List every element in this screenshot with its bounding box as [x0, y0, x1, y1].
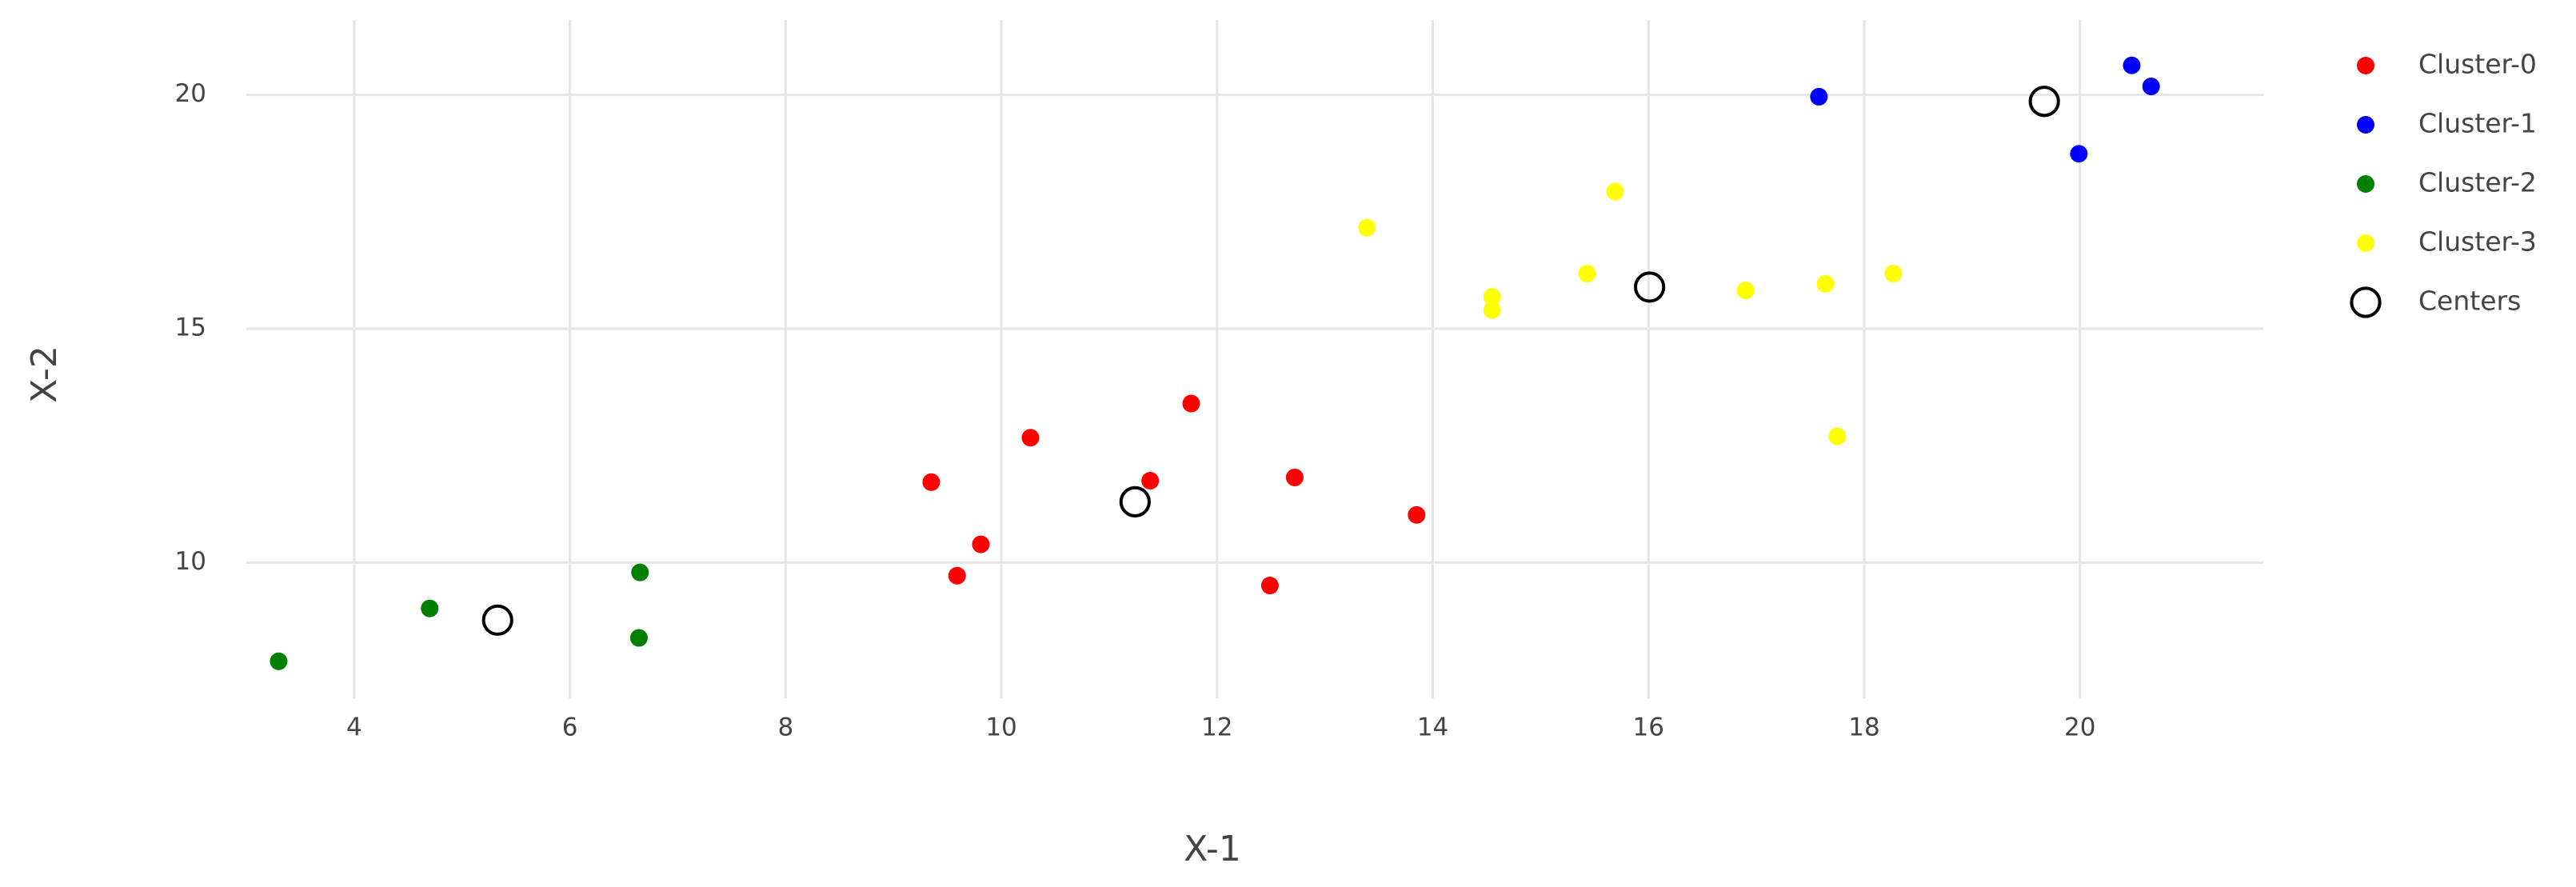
series — [1358, 182, 1903, 445]
point — [1260, 577, 1279, 595]
legend-marker — [2350, 286, 2382, 318]
center-marker — [1634, 271, 1666, 303]
point — [1483, 301, 1501, 319]
point — [1828, 427, 1847, 445]
legend-marker — [2357, 175, 2374, 193]
x-tick-label: 16 — [1633, 713, 1664, 742]
series — [270, 563, 649, 670]
grid — [246, 20, 2263, 698]
point — [2142, 78, 2160, 96]
legend-item: Cluster-2 — [2357, 167, 2537, 198]
point — [1578, 264, 1596, 282]
x-tick-label: 20 — [2064, 713, 2095, 742]
x-tick-label: 12 — [1201, 713, 1232, 742]
point — [1141, 472, 1160, 490]
point — [972, 535, 990, 553]
point — [1182, 394, 1200, 413]
point — [421, 599, 439, 617]
center-marker — [2028, 86, 2060, 118]
legend-label: Cluster-2 — [2418, 167, 2537, 198]
x-tick-label: 4 — [346, 713, 362, 742]
point — [270, 652, 288, 670]
y-axis-title: X-2 — [24, 346, 65, 403]
legend-marker — [2357, 234, 2374, 252]
point — [1285, 468, 1304, 486]
legend-item: Centers — [2350, 286, 2521, 318]
center-marker — [481, 604, 513, 636]
point — [1483, 288, 1501, 306]
legend-item: Cluster-3 — [2357, 226, 2537, 258]
point — [1816, 274, 1835, 293]
x-tick-label: 10 — [985, 713, 1016, 742]
series — [922, 394, 1426, 595]
series — [481, 86, 2060, 636]
legend-label: Centers — [2418, 286, 2521, 317]
x-tick-label: 6 — [562, 713, 578, 742]
y-tick-label: 10 — [175, 547, 206, 576]
x-axis-title: X-1 — [1184, 829, 1241, 869]
x-tick-label: 18 — [1848, 713, 1879, 742]
point — [631, 563, 649, 581]
point — [1358, 218, 1376, 237]
point — [948, 566, 966, 585]
legend-label: Cluster-0 — [2418, 49, 2537, 80]
point — [2123, 56, 2141, 74]
center-marker — [1119, 485, 1151, 517]
series — [1810, 56, 2160, 163]
legend: Cluster-0 Cluster-1 Cluster-2 Cluster-3 Cent… — [2350, 49, 2537, 318]
x-tick-label: 14 — [1417, 713, 1448, 742]
x-tick-label: 8 — [777, 713, 793, 742]
point — [629, 629, 648, 647]
point — [1021, 429, 1040, 447]
legend-marker — [2357, 57, 2374, 74]
legend-item: Cluster-1 — [2357, 108, 2537, 139]
point — [1736, 282, 1755, 300]
point — [1408, 505, 1426, 524]
point — [1884, 264, 1903, 282]
legend-label: Cluster-1 — [2418, 108, 2537, 139]
legend-item: Cluster-0 — [2357, 49, 2537, 80]
point — [922, 473, 941, 491]
point — [1810, 87, 1828, 106]
legend-marker — [2357, 116, 2374, 134]
y-tick-label: 20 — [175, 79, 206, 108]
legend-label: Cluster-3 — [2418, 226, 2537, 258]
point — [1606, 182, 1624, 201]
point — [2070, 145, 2088, 163]
y-tick-label: 15 — [175, 313, 206, 342]
